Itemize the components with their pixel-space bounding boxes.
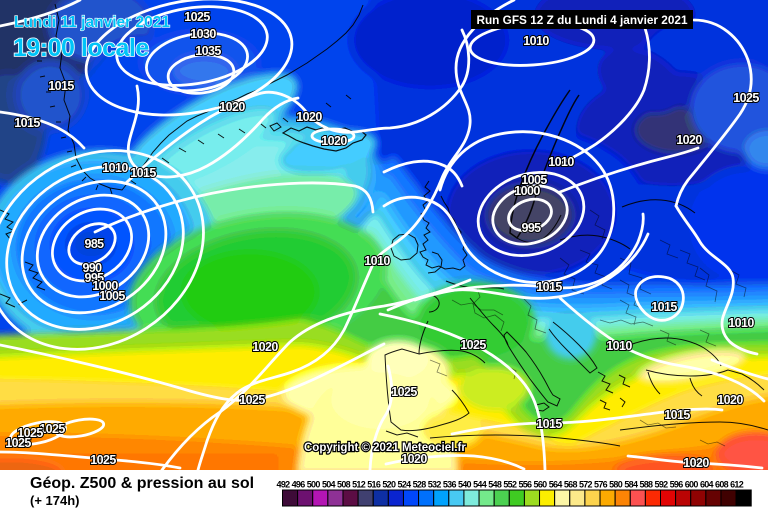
svg-text:528: 528 bbox=[413, 480, 427, 490]
svg-text:568: 568 bbox=[564, 480, 578, 490]
svg-text:Géop. Z500 & pression au sol: Géop. Z500 & pression au sol bbox=[30, 475, 254, 492]
svg-text:1035: 1035 bbox=[195, 44, 221, 58]
svg-text:592: 592 bbox=[655, 480, 669, 490]
svg-text:(+ 174h): (+ 174h) bbox=[30, 493, 80, 508]
svg-text:Lundi 11 janvier 2021: Lundi 11 janvier 2021 bbox=[14, 14, 170, 31]
svg-text:1000: 1000 bbox=[514, 184, 540, 198]
svg-text:1025: 1025 bbox=[90, 453, 116, 467]
svg-text:990: 990 bbox=[82, 261, 102, 275]
svg-text:1015: 1015 bbox=[48, 79, 74, 93]
svg-text:612: 612 bbox=[730, 480, 744, 490]
svg-text:500: 500 bbox=[307, 480, 321, 490]
svg-text:Copyright © 2021 Meteociel.fr: Copyright © 2021 Meteociel.fr bbox=[304, 442, 466, 454]
svg-text:608: 608 bbox=[715, 480, 729, 490]
svg-text:995: 995 bbox=[84, 271, 104, 285]
svg-text:1020: 1020 bbox=[296, 110, 322, 124]
svg-text:1005: 1005 bbox=[99, 289, 125, 303]
svg-text:516: 516 bbox=[367, 480, 381, 490]
svg-text:540: 540 bbox=[458, 480, 472, 490]
svg-text:504: 504 bbox=[322, 480, 336, 490]
svg-text:556: 556 bbox=[518, 480, 532, 490]
svg-text:1015: 1015 bbox=[536, 417, 562, 431]
svg-text:544: 544 bbox=[473, 480, 487, 490]
svg-text:560: 560 bbox=[534, 480, 548, 490]
svg-text:548: 548 bbox=[488, 480, 502, 490]
svg-text:1020: 1020 bbox=[252, 340, 278, 354]
svg-text:532: 532 bbox=[428, 480, 442, 490]
svg-text:604: 604 bbox=[700, 480, 714, 490]
svg-text:1010: 1010 bbox=[523, 34, 549, 48]
svg-text:1010: 1010 bbox=[548, 155, 574, 169]
svg-text:1015: 1015 bbox=[536, 280, 562, 294]
svg-text:508: 508 bbox=[337, 480, 351, 490]
svg-text:564: 564 bbox=[549, 480, 563, 490]
svg-text:552: 552 bbox=[503, 480, 517, 490]
svg-text:1025: 1025 bbox=[460, 338, 486, 352]
svg-text:492: 492 bbox=[277, 480, 291, 490]
svg-text:1025: 1025 bbox=[733, 91, 759, 105]
svg-text:1020: 1020 bbox=[683, 456, 709, 470]
svg-text:1020: 1020 bbox=[401, 452, 427, 466]
svg-text:1025: 1025 bbox=[5, 436, 31, 450]
svg-text:Run GFS 12 Z du Lundi 4 janvie: Run GFS 12 Z du Lundi 4 janvier 2021 bbox=[476, 13, 688, 27]
svg-text:1025: 1025 bbox=[17, 426, 43, 440]
svg-text:520: 520 bbox=[382, 480, 396, 490]
svg-text:1015: 1015 bbox=[14, 116, 40, 130]
svg-text:1015: 1015 bbox=[651, 300, 677, 314]
svg-text:1000: 1000 bbox=[92, 279, 118, 293]
svg-text:496: 496 bbox=[292, 480, 306, 490]
svg-text:1015: 1015 bbox=[130, 166, 156, 180]
svg-text:985: 985 bbox=[84, 237, 104, 251]
svg-text:580: 580 bbox=[609, 480, 623, 490]
svg-text:572: 572 bbox=[579, 480, 593, 490]
svg-text:1030: 1030 bbox=[190, 27, 216, 41]
svg-text:1010: 1010 bbox=[102, 161, 128, 175]
svg-text:1015: 1015 bbox=[664, 408, 690, 422]
svg-text:1020: 1020 bbox=[219, 100, 245, 114]
svg-text:1010: 1010 bbox=[606, 339, 632, 353]
svg-text:524: 524 bbox=[398, 480, 412, 490]
svg-text:1025: 1025 bbox=[39, 422, 65, 436]
svg-text:600: 600 bbox=[685, 480, 699, 490]
svg-text:1010: 1010 bbox=[728, 316, 754, 330]
svg-text:1025: 1025 bbox=[184, 10, 210, 24]
svg-text:536: 536 bbox=[443, 480, 457, 490]
svg-text:1025: 1025 bbox=[391, 385, 417, 399]
svg-text:576: 576 bbox=[594, 480, 608, 490]
svg-text:1010: 1010 bbox=[364, 254, 390, 268]
svg-text:512: 512 bbox=[352, 480, 366, 490]
svg-text:584: 584 bbox=[624, 480, 638, 490]
svg-text:19:00 locale: 19:00 locale bbox=[13, 34, 149, 62]
svg-text:995: 995 bbox=[521, 221, 541, 235]
svg-text:588: 588 bbox=[639, 480, 653, 490]
svg-text:1020: 1020 bbox=[321, 134, 347, 148]
svg-text:1005: 1005 bbox=[521, 173, 547, 187]
svg-text:1020: 1020 bbox=[717, 393, 743, 407]
svg-text:1020: 1020 bbox=[676, 133, 702, 147]
svg-text:1025: 1025 bbox=[239, 393, 265, 407]
svg-text:596: 596 bbox=[670, 480, 684, 490]
